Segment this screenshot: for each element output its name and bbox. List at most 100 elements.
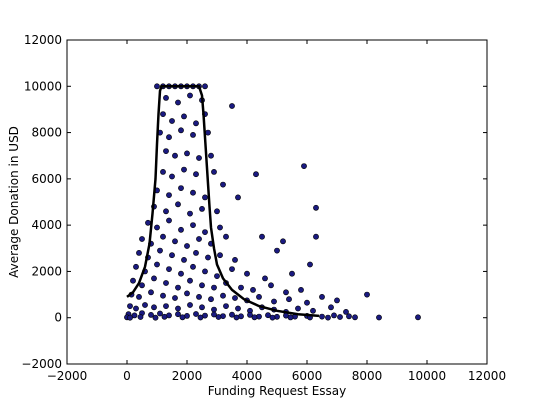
scatter-point bbox=[166, 217, 172, 224]
scatter-point bbox=[157, 247, 163, 254]
scatter-point bbox=[187, 210, 193, 217]
scatter-point bbox=[160, 168, 166, 175]
scatter-point bbox=[250, 286, 256, 293]
scatter-point bbox=[211, 306, 217, 313]
scatter-point bbox=[163, 148, 169, 154]
scatter-point bbox=[151, 275, 157, 282]
scatter-point bbox=[313, 204, 319, 211]
scatter-point bbox=[233, 314, 240, 321]
scatter-point bbox=[269, 314, 276, 321]
scatter-point bbox=[137, 314, 144, 320]
scatter-point bbox=[229, 266, 235, 272]
scatter-point bbox=[319, 293, 325, 300]
scatter-point bbox=[268, 282, 274, 289]
scatter-point bbox=[301, 163, 307, 169]
x-tick-label: −2000 bbox=[47, 369, 88, 383]
scatter-point bbox=[256, 293, 262, 300]
scatter-point bbox=[298, 286, 304, 293]
scatter-point bbox=[313, 233, 319, 240]
scatter-point bbox=[160, 111, 166, 117]
scatter-point bbox=[133, 305, 139, 312]
x-tick-label: 2000 bbox=[172, 369, 203, 383]
scatter-point bbox=[160, 292, 166, 299]
scatter-point bbox=[202, 268, 208, 275]
scatter-point bbox=[214, 208, 220, 215]
scatter-point bbox=[184, 290, 190, 297]
scatter-point bbox=[131, 312, 138, 319]
scatter-point bbox=[163, 208, 169, 215]
x-axis-label: Funding Request Essay bbox=[208, 384, 347, 398]
scatter-point bbox=[148, 289, 154, 296]
scatter-point bbox=[178, 226, 184, 233]
scatter-point bbox=[178, 127, 184, 134]
y-tick-label: 2000 bbox=[31, 264, 62, 278]
scatter-point bbox=[328, 304, 334, 311]
scatter-point bbox=[190, 131, 196, 138]
x-tick-label: 0 bbox=[123, 369, 131, 383]
scatter-point bbox=[175, 284, 181, 291]
scatter-point bbox=[181, 166, 187, 173]
scatter-point bbox=[157, 310, 163, 317]
scatter-point bbox=[179, 314, 186, 321]
scatter-point bbox=[181, 256, 187, 263]
scatter-point bbox=[172, 152, 178, 159]
scatter-point bbox=[193, 171, 199, 178]
y-tick-label: −2000 bbox=[21, 357, 62, 371]
scatter-point bbox=[343, 308, 349, 315]
x-tick-label: 12000 bbox=[468, 369, 506, 383]
scatter-point bbox=[193, 120, 199, 127]
scatter-point bbox=[175, 99, 181, 106]
scatter-point bbox=[286, 296, 292, 303]
x-axis: −2000 0 2000 4000 6000 8000 10000 12000 bbox=[47, 40, 506, 383]
scatter-point bbox=[289, 270, 295, 277]
scatter-point bbox=[251, 314, 258, 321]
scatter-point bbox=[208, 296, 214, 303]
scatter-point bbox=[265, 312, 271, 319]
scatter-point bbox=[130, 277, 136, 284]
scatter-point bbox=[202, 83, 208, 90]
scatter-point bbox=[202, 194, 208, 201]
fit-line bbox=[126, 85, 320, 318]
scatter-point bbox=[223, 303, 229, 309]
scatter-point bbox=[217, 224, 223, 231]
scatter-point bbox=[163, 280, 169, 286]
scatter-point bbox=[190, 189, 196, 196]
axes-frame bbox=[66, 39, 488, 365]
y-tick-label: 12000 bbox=[24, 33, 62, 47]
scatter-point bbox=[220, 181, 226, 188]
scatter-point bbox=[271, 298, 277, 305]
y-tick-label: 4000 bbox=[31, 218, 62, 232]
scatter-point bbox=[196, 155, 202, 161]
scatter-point bbox=[274, 247, 280, 254]
scatter-point bbox=[229, 311, 235, 318]
scatter-point bbox=[175, 305, 181, 312]
scatter-point bbox=[166, 192, 172, 198]
scatter-point bbox=[196, 236, 202, 242]
scatter-point bbox=[175, 311, 181, 318]
scatter-point bbox=[235, 194, 241, 201]
scatter-point bbox=[172, 295, 178, 301]
scatter-point bbox=[127, 303, 133, 309]
scatter-point bbox=[184, 150, 190, 157]
scatter-point bbox=[175, 201, 181, 208]
scatter-point bbox=[295, 305, 301, 312]
scatter-point bbox=[133, 263, 139, 270]
scatter-point bbox=[211, 168, 217, 175]
x-tick-label: 10000 bbox=[408, 369, 446, 383]
scatter-point bbox=[211, 311, 217, 318]
plot-area bbox=[124, 83, 421, 321]
scatter-point bbox=[229, 103, 235, 109]
scatter-point bbox=[169, 252, 175, 259]
scatter-point bbox=[238, 284, 244, 291]
y-tick-label: 0 bbox=[54, 311, 62, 325]
scatter-point bbox=[181, 113, 187, 120]
scatter-point bbox=[139, 236, 145, 242]
x-tick-label: 4000 bbox=[232, 369, 263, 383]
scatter-point bbox=[166, 266, 172, 272]
y-tick-label: 10000 bbox=[24, 79, 62, 93]
y-axis-label: Average Donation in USD bbox=[7, 126, 21, 278]
scatter-point bbox=[232, 256, 238, 263]
scatter-point bbox=[247, 311, 253, 318]
scatter-point bbox=[199, 205, 205, 212]
scatter-point bbox=[310, 307, 316, 314]
